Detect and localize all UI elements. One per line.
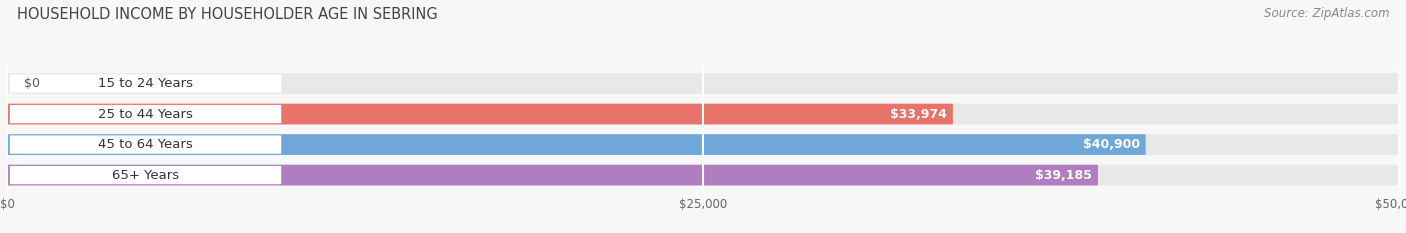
Text: $0: $0 (24, 77, 39, 90)
FancyBboxPatch shape (7, 104, 1399, 124)
FancyBboxPatch shape (7, 165, 1399, 185)
Text: 65+ Years: 65+ Years (112, 169, 179, 182)
FancyBboxPatch shape (10, 166, 281, 184)
FancyBboxPatch shape (10, 135, 281, 154)
FancyBboxPatch shape (7, 134, 1399, 155)
Text: $39,185: $39,185 (1035, 169, 1092, 182)
FancyBboxPatch shape (10, 105, 281, 123)
Text: 25 to 44 Years: 25 to 44 Years (98, 108, 193, 120)
FancyBboxPatch shape (7, 104, 953, 124)
FancyBboxPatch shape (10, 74, 281, 93)
FancyBboxPatch shape (7, 165, 1098, 185)
Text: Source: ZipAtlas.com: Source: ZipAtlas.com (1264, 7, 1389, 20)
Text: $33,974: $33,974 (890, 108, 948, 120)
Text: 15 to 24 Years: 15 to 24 Years (98, 77, 193, 90)
Text: HOUSEHOLD INCOME BY HOUSEHOLDER AGE IN SEBRING: HOUSEHOLD INCOME BY HOUSEHOLDER AGE IN S… (17, 7, 437, 22)
FancyBboxPatch shape (7, 134, 1146, 155)
FancyBboxPatch shape (7, 73, 1399, 94)
Text: $40,900: $40,900 (1083, 138, 1140, 151)
Text: 45 to 64 Years: 45 to 64 Years (98, 138, 193, 151)
